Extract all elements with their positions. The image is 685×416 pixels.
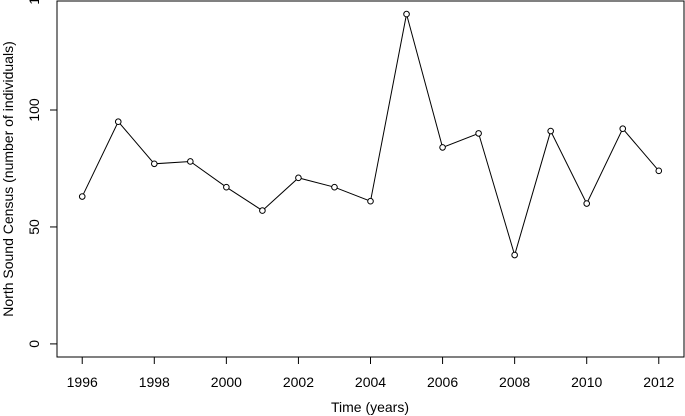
series-point <box>78 193 86 200</box>
series-point <box>114 118 122 125</box>
x-tick-label: 1996 <box>67 374 98 390</box>
y-tick-label: 0 <box>26 340 42 348</box>
series-point <box>439 144 446 151</box>
y-axis-title: North Sound Census (number of individual… <box>0 41 16 316</box>
y-tick-label: 50 <box>26 219 42 235</box>
series-point <box>150 160 158 168</box>
x-tick-label: 2006 <box>427 374 458 390</box>
series-point <box>187 158 194 165</box>
series-point <box>547 127 554 135</box>
y-axis: 0 50 100 150 <box>26 0 57 348</box>
x-tick-label: 2010 <box>571 374 602 390</box>
series-point <box>475 130 482 137</box>
series-point <box>655 167 663 175</box>
x-axis: 1996 1998 2000 2002 2004 2006 2008 2010 2012 <box>67 357 675 390</box>
x-axis-title: Time (years) <box>331 399 409 415</box>
series-point <box>619 125 627 133</box>
x-tick-label: 2008 <box>499 374 530 390</box>
series-point <box>403 10 410 18</box>
plot-frame <box>56 0 685 358</box>
y-tick-label: 100 <box>26 98 42 122</box>
y-tick-label: 150 <box>26 0 42 5</box>
series-point <box>259 207 266 214</box>
series-point <box>367 197 374 205</box>
series-point <box>295 174 302 182</box>
x-tick-label: 2000 <box>211 374 242 390</box>
series-point <box>331 183 338 191</box>
series-point <box>583 200 591 207</box>
series-line <box>81 13 660 257</box>
x-tick-label: 1998 <box>139 374 170 390</box>
series-point <box>223 183 230 191</box>
series-point <box>511 251 518 259</box>
x-tick-label: 2012 <box>643 374 674 390</box>
series-points <box>78 10 663 259</box>
x-tick-label: 2004 <box>355 374 386 390</box>
x-tick-label: 2002 <box>283 374 314 390</box>
